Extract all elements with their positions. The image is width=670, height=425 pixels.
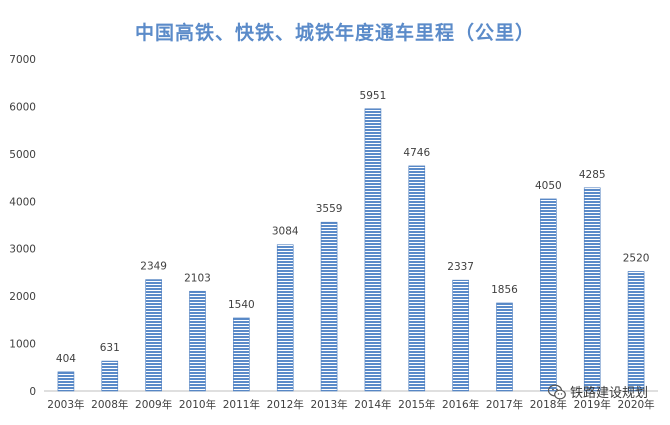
y-tick-label: 0 (29, 386, 36, 398)
x-tick-label: 2015年 (398, 398, 435, 411)
data-label: 2349 (140, 261, 167, 273)
data-label: 1856 (491, 284, 518, 296)
x-tick-label: 2003年 (47, 398, 84, 411)
y-tick-label: 1000 (9, 339, 36, 351)
y-tick-label: 7000 (9, 54, 36, 66)
x-tick-label: 2013年 (310, 398, 347, 411)
x-tick-label: 2012年 (267, 398, 304, 411)
x-tick-label: 2018年 (530, 398, 567, 411)
bar (452, 279, 469, 392)
data-label: 1540 (228, 299, 255, 311)
bar (57, 371, 75, 392)
x-tick-label: 2014年 (354, 398, 391, 411)
bar (101, 360, 119, 392)
watermark: 铁路建设规划 (547, 382, 648, 401)
wechat-icon (547, 384, 566, 399)
bar (276, 244, 294, 392)
chart-title: 中国高铁、快铁、城铁年度通车里程（公里） (134, 22, 535, 44)
bar (233, 317, 250, 392)
x-tick-label: 2008年 (91, 398, 128, 411)
data-label: 2520 (623, 252, 650, 264)
bar (583, 187, 601, 392)
data-label: 3084 (272, 226, 299, 238)
x-tick-label: 2020年 (617, 398, 654, 411)
y-tick-label: 2000 (9, 291, 36, 303)
data-label: 3559 (316, 203, 343, 215)
data-label: 2103 (184, 272, 211, 284)
x-tick-label: 2010年 (179, 398, 216, 411)
data-label: 2337 (447, 261, 474, 273)
bar (496, 302, 513, 392)
y-tick-label: 3000 (9, 244, 36, 256)
bar (540, 198, 557, 392)
y-tick-label: 6000 (9, 101, 36, 113)
x-tick-label: 2009年 (135, 398, 172, 411)
data-label: 631 (100, 342, 120, 354)
bar (408, 165, 426, 392)
y-tick-label: 4000 (9, 196, 36, 208)
bars (57, 108, 645, 392)
bar (364, 108, 382, 392)
bar (320, 221, 338, 392)
x-tick-label: 2011年 (223, 398, 260, 411)
y-tick-label: 5000 (9, 149, 36, 161)
x-tick-label: 2019年 (574, 398, 611, 411)
data-label: 4285 (579, 169, 606, 181)
data-label: 5951 (360, 90, 387, 102)
data-label: 4746 (403, 147, 430, 159)
x-tick-label: 2017年 (486, 398, 523, 411)
x-tick-label: 2016年 (442, 398, 479, 411)
bar (189, 290, 206, 392)
bar (627, 271, 645, 392)
y-axis: 0 1000 2000 3000 4000 5000 6000 7000 (9, 54, 36, 398)
x-axis: 2003年 2008年 2009年 2010年 2011年 2012年 2013年 2014年… (44, 390, 658, 411)
watermark-text: 铁路建设规划 (569, 386, 648, 401)
data-label: 404 (56, 353, 76, 365)
data-label: 4050 (535, 180, 562, 192)
bar (145, 279, 162, 392)
data-labels: 404 631 2349 2103 1540 3084 3559 5951 4746 2337 18… (56, 90, 650, 365)
